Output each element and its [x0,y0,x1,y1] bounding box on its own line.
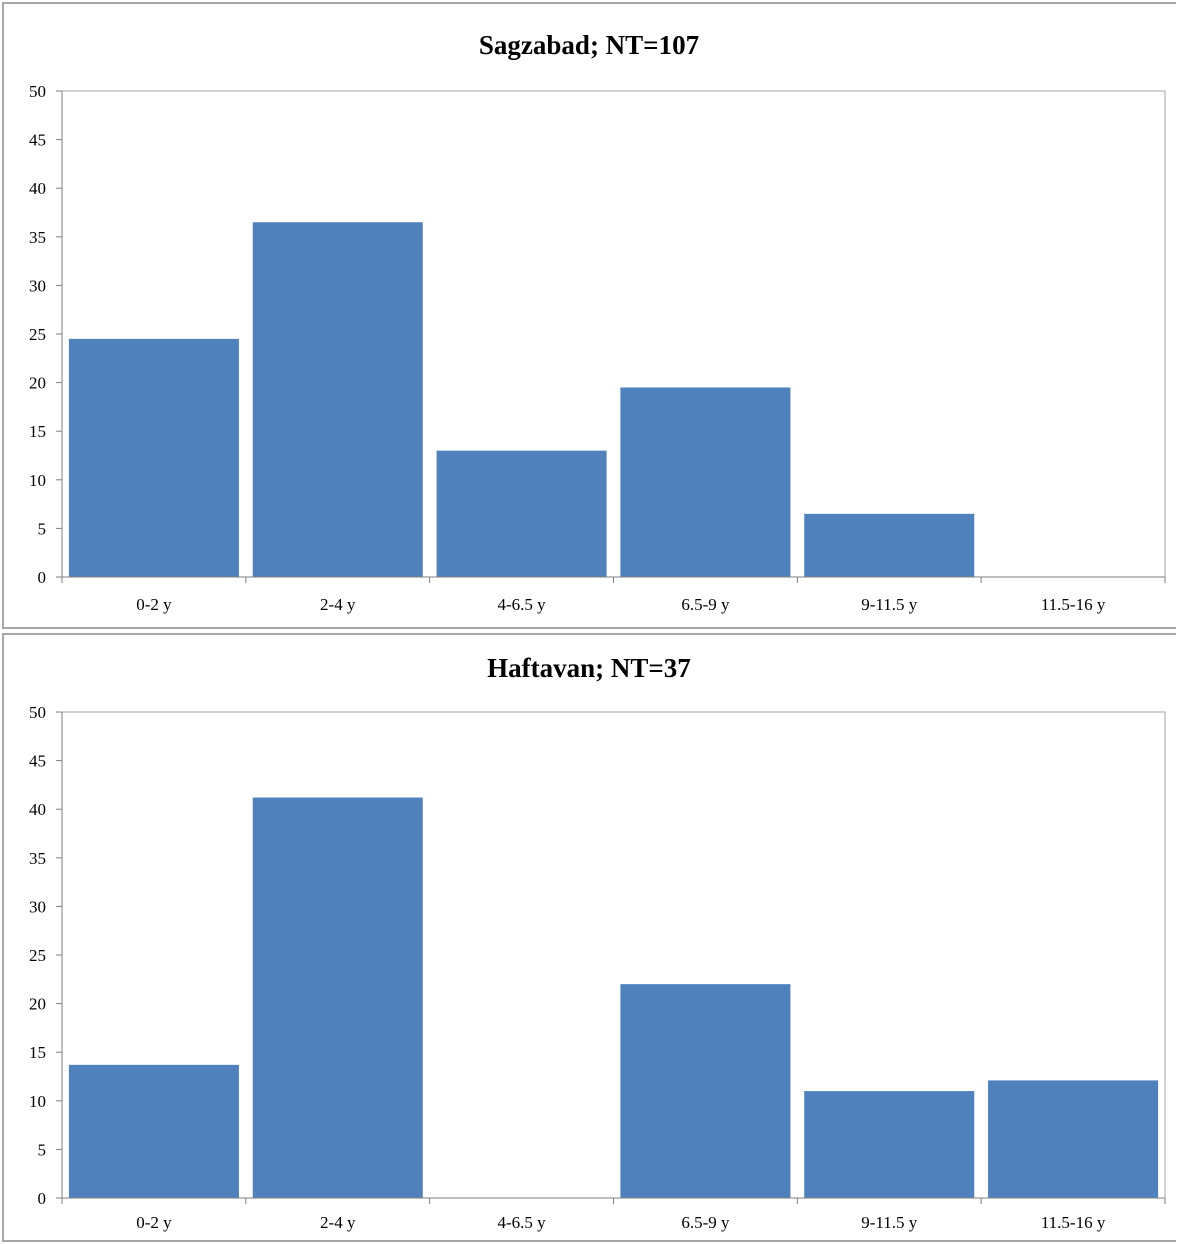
y-tick-label: 10 [29,471,46,490]
y-tick-label: 45 [29,752,46,771]
y-tick-label: 30 [29,276,46,295]
y-tick-label: 35 [29,228,46,247]
bar-6-5-9-y [620,387,791,577]
x-tick-label: 9-11.5 y [861,595,918,614]
y-tick-label: 50 [29,82,46,101]
bar-chart-haftavan: 0 5 10 15 20 25 30 35 40 45 50 0-2 y 2-4 y 4-6.5 y 6.5… [29,703,1166,1232]
y-tick-label: 25 [29,946,46,965]
y-tick-label: 10 [29,1092,46,1111]
x-tick-label: 2-4 y [320,1213,356,1232]
x-tick-label: 0-2 y [136,595,172,614]
y-tick-label: 50 [29,703,46,722]
bar-0-2-y [68,338,239,577]
chart-panel-sagzabad: Sagzabad; NT=107 0 5 10 15 20 25 30 35 40 45 50 0-2… [0,0,1178,631]
bar-6-5-9-y [620,984,791,1198]
y-tick-label: 40 [29,179,46,198]
y-tick-label: 15 [29,422,46,441]
bar-chart-sagzabad: 0 5 10 15 20 25 30 35 40 45 50 0-2 y 2-4 y 4-6.5 y 6.5… [29,82,1166,614]
y-tick-label: 0 [38,1189,47,1208]
y-tick-label: 15 [29,1043,46,1062]
chart-frame [2,633,1176,1242]
bar-0-2-y [68,1064,239,1198]
y-tick-label: 45 [29,131,46,150]
x-tick-label: 11.5-16 y [1041,1213,1106,1232]
y-tick-label: 0 [38,568,47,587]
x-tick-label: 6.5-9 y [681,1213,730,1232]
x-tick-label: 0-2 y [136,1213,172,1232]
y-tick-label: 5 [38,1140,47,1159]
bar-4-6-5-y [436,450,607,577]
y-tick-label: 40 [29,800,46,819]
chart-frame [2,2,1176,629]
x-tick-label: 4-6.5 y [497,595,546,614]
y-tick-label: 20 [29,995,46,1014]
y-tick-label: 25 [29,325,46,344]
bar-9-11-5-y [804,513,975,577]
chart-panel-haftavan: Haftavan; NT=37 0 5 10 15 20 25 30 35 40 45 50 0-2 … [0,631,1178,1244]
y-tick-label: 35 [29,849,46,868]
x-tick-label: 9-11.5 y [861,1213,918,1232]
x-tick-label: 11.5-16 y [1041,595,1106,614]
chart-title: Haftavan; NT=37 [487,653,691,683]
bar-2-4-y [252,222,423,577]
x-tick-label: 2-4 y [320,595,356,614]
y-tick-label: 20 [29,374,46,393]
bar-11-5-16-y [988,1080,1159,1198]
x-tick-label: 4-6.5 y [497,1213,546,1232]
y-tick-label: 30 [29,897,46,916]
bar-2-4-y [252,797,423,1198]
x-tick-label: 6.5-9 y [681,595,730,614]
chart-title: Sagzabad; NT=107 [478,30,700,60]
bar-9-11-5-y [804,1091,975,1198]
y-tick-label: 5 [38,519,47,538]
